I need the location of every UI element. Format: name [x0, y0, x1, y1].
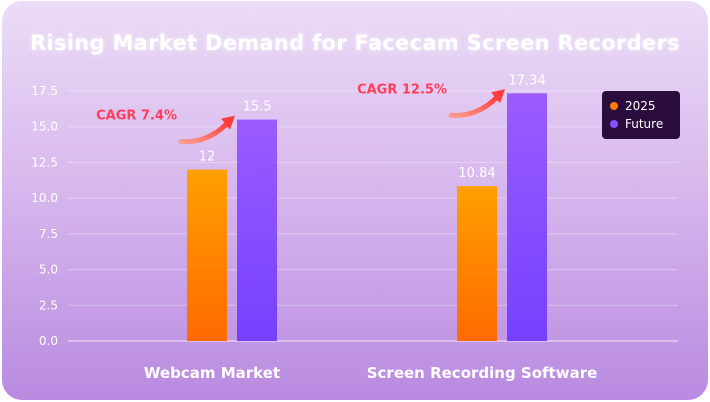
cagr-arrow [178, 121, 230, 145]
cagr-arrow-head [221, 115, 235, 130]
legend-swatch-future [610, 120, 618, 128]
data-label: 10.84 [458, 166, 495, 181]
bar-future-1 [507, 93, 547, 342]
bar-2025-0 [187, 169, 227, 341]
bar-future-0 [237, 119, 277, 341]
y-tick-label: 0.0 [39, 334, 58, 348]
legend-swatch-2025 [610, 102, 618, 110]
data-label: 17.34 [508, 73, 545, 88]
bar-2025-1 [457, 186, 497, 341]
y-tick-label: 7.5 [39, 227, 58, 241]
cagr-annotation: CAGR 7.4% [96, 109, 177, 124]
legend: 2025 Future [602, 91, 680, 139]
x-category-label: Screen Recording Software [367, 364, 598, 382]
y-tick-label: 5.0 [39, 263, 58, 277]
cagr-annotation: CAGR 12.5% [357, 82, 447, 97]
data-label: 12 [199, 150, 216, 165]
y-tick-label: 15.0 [31, 120, 58, 134]
cagr-arrow-head [491, 89, 505, 104]
legend-label-2025: 2025 [625, 99, 656, 113]
legend-label-future: Future [625, 117, 664, 131]
cagr-arrow [448, 94, 500, 118]
y-tick-label: 10.0 [31, 191, 58, 205]
y-tick-label: 17.5 [31, 84, 58, 98]
chart-title: Rising Market Demand for Facecam Screen … [30, 31, 680, 55]
legend-item-2025: 2025 [610, 97, 672, 115]
y-tick-label: 12.5 [31, 155, 58, 169]
data-label: 15.5 [243, 100, 272, 115]
y-tick-label: 2.5 [39, 298, 58, 312]
x-category-label: Webcam Market [144, 364, 280, 382]
legend-item-future: Future [610, 115, 672, 133]
